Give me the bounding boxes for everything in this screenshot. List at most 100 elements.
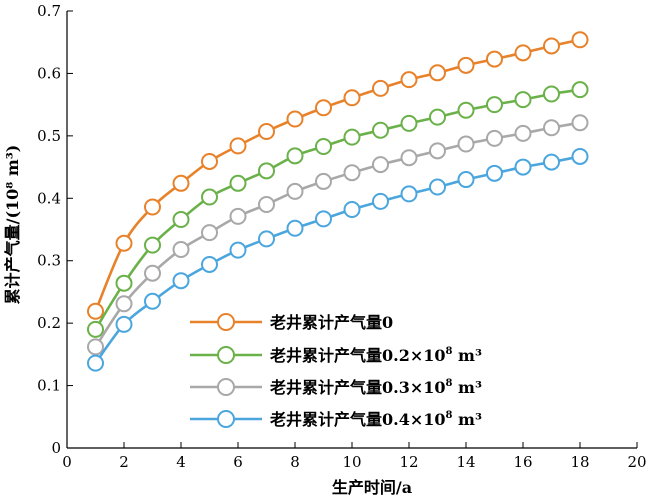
data-point — [400, 114, 418, 132]
series-4 — [87, 147, 589, 372]
data-point — [400, 71, 418, 89]
legend-swatch-marker — [217, 378, 235, 396]
data-point — [87, 320, 104, 338]
x-tick-label: 20 — [627, 453, 646, 471]
data-point — [514, 124, 532, 142]
data-point — [286, 219, 304, 237]
x-tick-label: 8 — [290, 453, 300, 471]
x-tick-label: 10 — [342, 453, 361, 471]
data-point — [343, 164, 361, 182]
data-point — [372, 79, 389, 97]
data-point — [258, 122, 275, 140]
series-3 — [87, 114, 589, 356]
y-axis-label: 累计产气量/(10⁸ m³) — [3, 145, 22, 305]
data-point — [543, 85, 560, 103]
data-point — [315, 172, 332, 190]
data-point — [343, 89, 361, 107]
data-point — [429, 178, 446, 196]
data-point — [115, 295, 133, 313]
data-point — [315, 210, 332, 228]
data-point — [372, 156, 389, 174]
data-point — [372, 192, 389, 210]
data-point — [429, 142, 446, 160]
x-tick-label: 4 — [176, 453, 186, 471]
legend-label: 老井累计产气量0.4×108 m³ — [269, 410, 482, 429]
tick-labels: 0 2 4 6 8 10 12 14 16 18 20 0 0.1 0.2 0.3 0.4 0.5 0.6 0.7 — [37, 2, 646, 471]
data-point — [571, 114, 589, 132]
data-point — [514, 91, 532, 109]
x-tick-label: 18 — [570, 453, 589, 471]
y-tick-label: 0.1 — [37, 377, 61, 395]
data-point — [144, 198, 161, 216]
y-tick-label: 0.2 — [37, 314, 61, 332]
data-point — [144, 236, 161, 254]
data-point — [172, 211, 190, 229]
data-point — [229, 174, 247, 192]
data-point — [144, 292, 161, 310]
legend-entry-4: 老井累计产气量0.4×108 m³ — [190, 410, 482, 429]
data-point — [486, 96, 503, 114]
y-tick-label: 0.7 — [37, 2, 61, 20]
data-point — [172, 272, 190, 290]
data-point — [258, 196, 275, 214]
data-point — [343, 128, 361, 146]
data-point — [571, 31, 589, 49]
data-point — [543, 37, 560, 55]
legend: 老井累计产气量0 老井累计产气量0.2×108 m³ 老井累计产气量0.3×108 … — [190, 313, 482, 429]
y-tick-label: 0.4 — [37, 189, 61, 207]
data-point — [429, 108, 446, 126]
data-point — [258, 162, 275, 180]
legend-swatch-marker — [217, 346, 235, 364]
data-point — [258, 230, 275, 248]
data-point — [87, 354, 104, 372]
data-point — [144, 264, 161, 282]
data-point — [286, 147, 304, 165]
data-point — [429, 64, 446, 82]
series-1 — [87, 31, 589, 320]
data-point — [286, 182, 304, 200]
data-point — [229, 207, 247, 225]
x-tick-label: 16 — [513, 453, 532, 471]
legend-entry-1: 老井累计产气量0 — [190, 313, 393, 332]
x-tick-label: 0 — [62, 453, 72, 471]
data-point — [400, 185, 418, 203]
data-point — [201, 255, 218, 273]
data-point — [400, 149, 418, 167]
legend-entry-2: 老井累计产气量0.2×108 m³ — [190, 346, 482, 365]
data-point — [229, 241, 247, 259]
data-point — [286, 110, 304, 128]
x-tick-label: 2 — [119, 453, 129, 471]
data-point — [457, 135, 475, 153]
data-point — [201, 152, 218, 170]
data-point — [372, 121, 389, 139]
data-point — [87, 302, 104, 320]
data-point — [486, 50, 503, 68]
data-point — [486, 129, 503, 147]
legend-entry-3: 老井累计产气量0.3×108 m³ — [190, 378, 482, 397]
data-point — [514, 44, 532, 62]
y-tick-label: 0.5 — [37, 127, 61, 145]
data-point — [315, 99, 332, 117]
data-point — [201, 224, 218, 242]
data-point — [543, 119, 560, 137]
data-point — [87, 338, 104, 356]
y-tick-label: 0.6 — [37, 64, 61, 82]
data-point — [514, 158, 532, 176]
data-point — [115, 274, 133, 292]
series-2 — [87, 81, 589, 338]
data-point — [457, 56, 475, 74]
data-point — [571, 81, 589, 99]
x-axis-label: 生产时间/a — [332, 478, 412, 497]
axes — [66, 10, 638, 449]
x-tick-label: 6 — [233, 453, 243, 471]
legend-swatch-marker — [217, 313, 235, 331]
legend-swatch-marker — [217, 410, 235, 428]
legend-label: 老井累计产气量0.2×108 m³ — [269, 346, 482, 365]
series-line — [94, 88, 581, 331]
x-tick-label: 12 — [399, 453, 418, 471]
series-line — [94, 38, 581, 312]
data-point — [571, 147, 589, 165]
data-point — [201, 188, 218, 206]
legend-label: 老井累计产气量0.3×108 m³ — [269, 378, 482, 397]
